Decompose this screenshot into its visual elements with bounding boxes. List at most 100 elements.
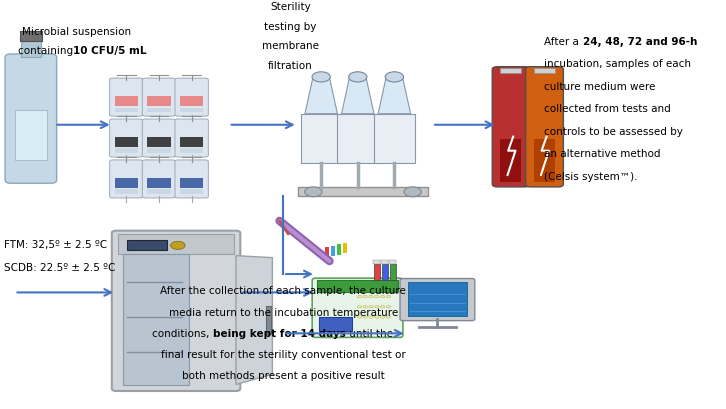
FancyBboxPatch shape — [312, 278, 403, 337]
Text: conditions,: conditions, — [152, 329, 213, 339]
Text: final result for the sterility conventional test or: final result for the sterility conventio… — [160, 350, 406, 360]
Circle shape — [369, 316, 373, 318]
Ellipse shape — [386, 72, 404, 82]
Bar — [374, 114, 415, 163]
FancyBboxPatch shape — [142, 119, 176, 157]
FancyBboxPatch shape — [110, 119, 143, 157]
FancyBboxPatch shape — [142, 160, 176, 198]
Bar — [115, 96, 138, 106]
Bar — [180, 189, 203, 194]
Circle shape — [380, 316, 385, 318]
FancyBboxPatch shape — [492, 67, 530, 187]
Bar — [15, 110, 47, 160]
Circle shape — [357, 295, 362, 298]
Circle shape — [375, 295, 379, 298]
Text: After the collection of each sample, the culture: After the collection of each sample, the… — [160, 286, 406, 296]
Circle shape — [369, 306, 373, 308]
Circle shape — [363, 306, 367, 308]
Bar — [115, 137, 138, 147]
Ellipse shape — [312, 72, 330, 82]
Text: being kept for 14 days: being kept for 14 days — [213, 329, 346, 339]
Polygon shape — [378, 77, 411, 114]
Bar — [266, 306, 272, 334]
Bar — [534, 139, 555, 182]
Circle shape — [171, 241, 185, 249]
Text: (Celsis system™).: (Celsis system™). — [544, 172, 638, 182]
Circle shape — [380, 306, 385, 308]
Bar — [147, 108, 171, 112]
Text: FTM: 32,5º ± 2.5 ºC: FTM: 32,5º ± 2.5 ºC — [4, 240, 107, 250]
Bar — [317, 280, 398, 292]
Circle shape — [386, 306, 391, 308]
Circle shape — [363, 295, 367, 298]
Bar — [180, 108, 203, 112]
Bar — [123, 254, 189, 385]
Text: containing: containing — [18, 46, 76, 56]
Bar — [20, 31, 42, 41]
Text: collected from tests and: collected from tests and — [544, 104, 672, 114]
Bar — [115, 148, 138, 153]
Circle shape — [375, 316, 379, 318]
Bar — [147, 96, 171, 106]
Text: filtration: filtration — [268, 61, 313, 71]
Bar — [337, 244, 341, 254]
Circle shape — [386, 316, 391, 318]
FancyBboxPatch shape — [110, 160, 143, 198]
FancyBboxPatch shape — [142, 78, 176, 116]
Circle shape — [380, 295, 385, 298]
Bar — [319, 317, 352, 331]
Bar — [180, 178, 203, 188]
Text: Microbial suspension: Microbial suspension — [22, 27, 131, 36]
Bar — [180, 137, 203, 147]
Text: media return to the incubation temperature: media return to the incubation temperatu… — [168, 308, 398, 317]
Bar — [325, 247, 330, 257]
Text: both methods present a positive result: both methods present a positive result — [182, 371, 385, 381]
Text: 24, 48, 72 and 96-h: 24, 48, 72 and 96-h — [583, 37, 697, 47]
Bar — [115, 178, 138, 188]
Bar — [390, 264, 396, 280]
Text: SCDB: 22.5º ± 2.5 ºC: SCDB: 22.5º ± 2.5 ºC — [4, 263, 115, 273]
Bar — [500, 139, 521, 182]
Text: incubation, samples of each: incubation, samples of each — [544, 59, 691, 69]
Bar — [301, 114, 341, 163]
Circle shape — [357, 316, 362, 318]
FancyBboxPatch shape — [400, 279, 475, 321]
Circle shape — [386, 295, 391, 298]
Bar — [534, 68, 555, 73]
Bar — [408, 282, 467, 316]
Bar — [118, 234, 234, 254]
Bar — [127, 240, 167, 250]
FancyBboxPatch shape — [175, 119, 208, 157]
Bar — [338, 114, 378, 163]
Text: testing by: testing by — [264, 22, 317, 31]
Bar — [147, 148, 171, 153]
Bar — [147, 189, 171, 194]
Text: membrane: membrane — [262, 41, 319, 51]
Bar — [374, 264, 380, 280]
Circle shape — [404, 187, 421, 197]
FancyBboxPatch shape — [175, 160, 208, 198]
Bar — [331, 245, 335, 256]
Bar — [115, 189, 138, 194]
Polygon shape — [236, 256, 272, 384]
Bar — [373, 260, 380, 264]
Circle shape — [305, 187, 322, 197]
FancyBboxPatch shape — [110, 78, 143, 116]
FancyBboxPatch shape — [112, 231, 240, 391]
Bar — [115, 108, 138, 112]
FancyBboxPatch shape — [5, 54, 57, 183]
Text: After a: After a — [544, 37, 583, 47]
Bar — [389, 260, 396, 264]
Bar — [147, 137, 171, 147]
Ellipse shape — [348, 72, 367, 82]
Bar — [180, 96, 203, 106]
Text: Sterility: Sterility — [270, 2, 311, 12]
Bar — [21, 41, 41, 57]
Text: culture medium were: culture medium were — [544, 82, 656, 92]
Text: until the: until the — [346, 329, 393, 339]
Bar — [343, 243, 347, 253]
Text: 10 CFU/5 mL: 10 CFU/5 mL — [73, 46, 146, 56]
Circle shape — [363, 316, 367, 318]
Polygon shape — [305, 77, 338, 114]
Polygon shape — [341, 77, 374, 114]
